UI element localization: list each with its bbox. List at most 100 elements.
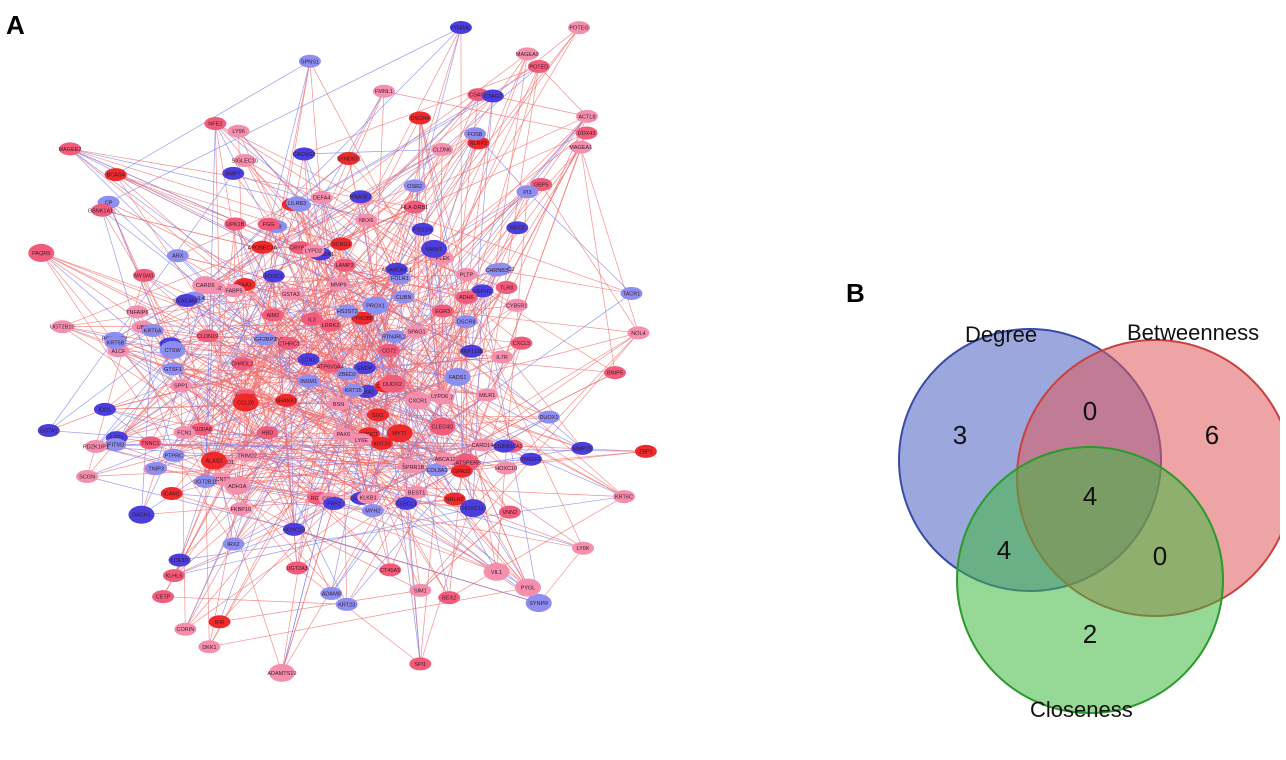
network-node-ellipse bbox=[159, 340, 186, 359]
network-node-ellipse bbox=[162, 569, 185, 583]
network-node-ellipse bbox=[525, 594, 552, 613]
network-node-label: CSAG1 bbox=[469, 93, 488, 99]
network-node-ellipse bbox=[192, 276, 219, 295]
network-edge bbox=[118, 350, 335, 504]
network-node-label: LYPD2 bbox=[305, 249, 322, 255]
network-node: INSM1 bbox=[297, 374, 320, 388]
network-node: NMMT bbox=[421, 239, 448, 258]
network-edge bbox=[108, 202, 539, 604]
network-node-label: SPNS1 bbox=[301, 59, 319, 65]
network-node: CXCL5 bbox=[510, 336, 533, 350]
network-node-label: FBP2 bbox=[327, 501, 341, 507]
network-node-label: FABP5 bbox=[225, 289, 242, 295]
network-node-label: OSR2 bbox=[407, 184, 422, 190]
network-node-label: MAGEE2 bbox=[59, 147, 82, 153]
network-node-ellipse bbox=[279, 287, 302, 301]
network-node-label: GCNT2 bbox=[211, 477, 230, 483]
network-edge bbox=[419, 117, 483, 445]
network-node-label: UGT2B11 bbox=[193, 479, 217, 485]
network-edge bbox=[179, 496, 625, 561]
network-node: FGG bbox=[257, 217, 280, 231]
betweenness-closeness-count: 0 bbox=[1153, 541, 1167, 571]
network-node-ellipse bbox=[350, 433, 373, 447]
network-node-label: GSTA1 bbox=[40, 428, 58, 434]
network-edge bbox=[143, 275, 393, 385]
network-node-label: HOXC11 bbox=[462, 506, 484, 512]
network-node-label: ATP6V0A4 bbox=[317, 364, 344, 370]
network-node-label: VEPH1 bbox=[473, 289, 491, 295]
network-node-label: NKX6 bbox=[359, 218, 373, 224]
network-edge bbox=[48, 338, 115, 431]
network-node-ellipse bbox=[224, 217, 247, 231]
closeness-set-label: Closeness bbox=[1030, 697, 1133, 720]
network-node-label: TNNC1 bbox=[141, 441, 159, 447]
degree-set-label: Degree bbox=[965, 322, 1037, 347]
network-node-label: SIM1 bbox=[414, 588, 427, 594]
network-node-label: CACNG2 bbox=[293, 152, 316, 158]
network-edge bbox=[179, 275, 275, 561]
network-edge bbox=[341, 243, 404, 298]
network-node-label: CARD14 bbox=[472, 443, 494, 449]
network-node: REC8 bbox=[506, 221, 529, 235]
network-node: IDO1 bbox=[93, 402, 116, 416]
network-edge bbox=[299, 205, 314, 251]
network-node-label: NHLH2 bbox=[446, 497, 464, 503]
network-node: SYNDIG1 bbox=[337, 152, 361, 166]
network-node-ellipse bbox=[370, 436, 393, 450]
network-edge bbox=[377, 287, 507, 416]
network-node-label: RNF113B bbox=[460, 349, 484, 355]
network-node-label: MMP9 bbox=[331, 282, 347, 288]
network-edge bbox=[321, 197, 383, 444]
network-edge bbox=[247, 444, 483, 456]
network-edge bbox=[408, 132, 587, 466]
network-edge bbox=[219, 503, 335, 623]
network-node-ellipse bbox=[372, 84, 395, 98]
network-node: DDX43 bbox=[575, 126, 598, 140]
network-node-ellipse bbox=[471, 438, 494, 452]
network-node: HBD bbox=[256, 426, 279, 440]
network-edge bbox=[416, 146, 581, 332]
network-node-label: CD72 bbox=[382, 348, 396, 354]
network-node-ellipse bbox=[301, 312, 324, 326]
network-edge bbox=[496, 269, 632, 294]
network-node-ellipse bbox=[568, 21, 591, 35]
network-node: DEFA4 bbox=[310, 191, 333, 205]
betweenness-only-count: 6 bbox=[1205, 420, 1219, 450]
network-node-label: PROX1 bbox=[366, 304, 385, 310]
network-edge bbox=[180, 385, 497, 573]
network-node: ADH6 bbox=[455, 290, 478, 304]
network-node-label: FGG bbox=[263, 222, 275, 228]
network-node: AIM2 bbox=[261, 308, 284, 322]
network-node-label: VIL1 bbox=[491, 570, 502, 576]
network-node-ellipse bbox=[426, 463, 449, 477]
network-node: BMP7 bbox=[222, 166, 245, 180]
network-node-ellipse bbox=[166, 249, 189, 263]
network-node-label: UGT2A3 bbox=[286, 566, 307, 572]
network-node-ellipse bbox=[141, 324, 164, 338]
network-node-ellipse bbox=[366, 408, 389, 422]
network-edge bbox=[460, 27, 463, 472]
network-edge bbox=[580, 147, 639, 334]
network-node-ellipse bbox=[378, 343, 401, 357]
network-node: GBNK1A1L bbox=[88, 203, 116, 217]
network-node: HLA-DRB1 bbox=[401, 200, 428, 214]
network-node: CHRNB3 bbox=[485, 263, 508, 277]
network-node-ellipse bbox=[227, 124, 250, 138]
network-node-label: LY6K bbox=[577, 546, 590, 552]
network-edge bbox=[185, 296, 467, 630]
network-node: MAGEA1 bbox=[569, 140, 592, 154]
network-edge bbox=[442, 27, 580, 259]
network-node-ellipse bbox=[569, 140, 592, 154]
network-node-ellipse bbox=[449, 21, 472, 35]
network-node: FOSB bbox=[463, 127, 486, 141]
network-node: POTEG bbox=[568, 21, 591, 35]
network-node: LCE3D bbox=[168, 553, 191, 567]
network-edge bbox=[311, 319, 407, 504]
network-node-label: NMMT bbox=[426, 247, 443, 253]
network-node-label: NFE2 bbox=[208, 122, 222, 128]
network-node-label: IGF2BP3 bbox=[254, 337, 277, 343]
network-node-ellipse bbox=[229, 502, 252, 516]
network-edge bbox=[296, 567, 421, 665]
network-node-ellipse bbox=[379, 563, 402, 577]
network-node-label: TACR1 bbox=[623, 291, 641, 297]
